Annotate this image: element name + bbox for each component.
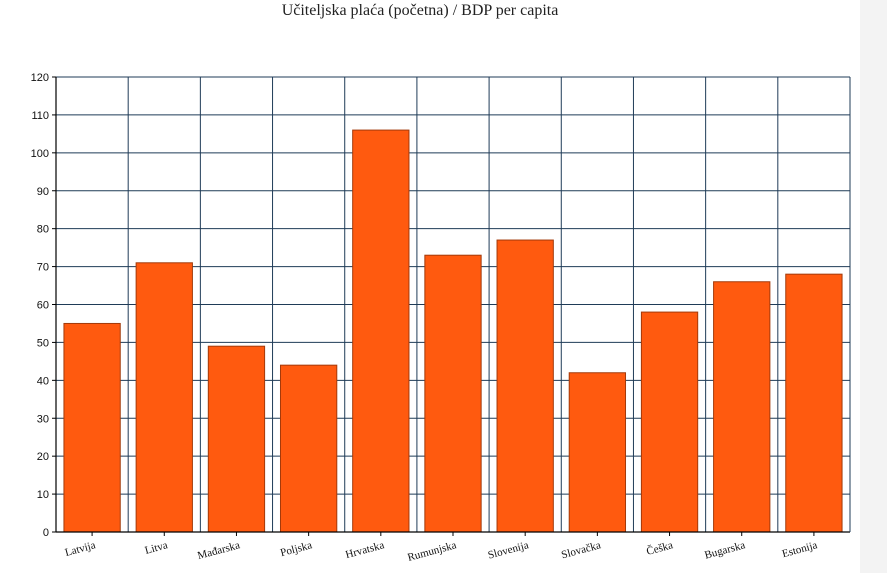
x-tick-label: Mađarska xyxy=(196,539,241,562)
y-tick-label: 30 xyxy=(37,413,49,425)
y-tick-label: 50 xyxy=(37,337,49,349)
bar-slovačka xyxy=(568,372,627,533)
y-tick-label: 0 xyxy=(43,527,49,539)
y-tick-label: 10 xyxy=(37,489,49,501)
bar-hrvatska xyxy=(352,129,410,533)
x-tick-label: Hrvatska xyxy=(344,539,386,561)
x-tick-label: Poljska xyxy=(279,539,314,559)
bar-latvija xyxy=(63,322,121,533)
x-tick-label: Slovenija xyxy=(487,539,530,561)
bar-chart: 0 10 20 30 40 50 60 70 80 90 100 110 120 Latvija Litva… xyxy=(31,72,851,564)
bar-bugarska xyxy=(713,281,771,533)
bar-slovenija xyxy=(496,239,554,533)
y-tick-label: 100 xyxy=(31,148,49,160)
bar-češka xyxy=(640,311,699,533)
y-tick-label: 70 xyxy=(37,262,49,274)
y-tick-label: 120 xyxy=(31,72,49,84)
bar-estonija xyxy=(785,273,843,533)
bar-rumunjska xyxy=(424,254,482,533)
bar-mađarska xyxy=(207,345,266,533)
y-tick-label: 80 xyxy=(37,224,49,236)
x-tick-label: Slovačka xyxy=(560,539,602,561)
page-side-strip xyxy=(860,0,887,573)
y-tick-label: 60 xyxy=(37,300,49,312)
y-tick-label: 20 xyxy=(37,451,49,463)
x-tick-label: Latvija xyxy=(64,539,97,559)
x-tick-label: Litva xyxy=(144,539,170,557)
bar-poljska xyxy=(279,364,338,533)
y-tick-label: 90 xyxy=(37,186,49,198)
y-tick-label: 110 xyxy=(31,110,49,122)
bar-layer xyxy=(63,129,843,533)
y-tick-label: 40 xyxy=(37,375,49,387)
bar-litva xyxy=(135,262,193,533)
x-tick-label: Estonija xyxy=(781,539,819,560)
axis-layer xyxy=(52,76,851,536)
x-tick-label: Češka xyxy=(645,539,674,558)
x-tick-label: Rumunjska xyxy=(406,539,458,564)
x-tick-label: Bugarska xyxy=(703,539,746,561)
chart-title: Učiteljska plaća (početna) / BDP per cap… xyxy=(281,2,559,19)
